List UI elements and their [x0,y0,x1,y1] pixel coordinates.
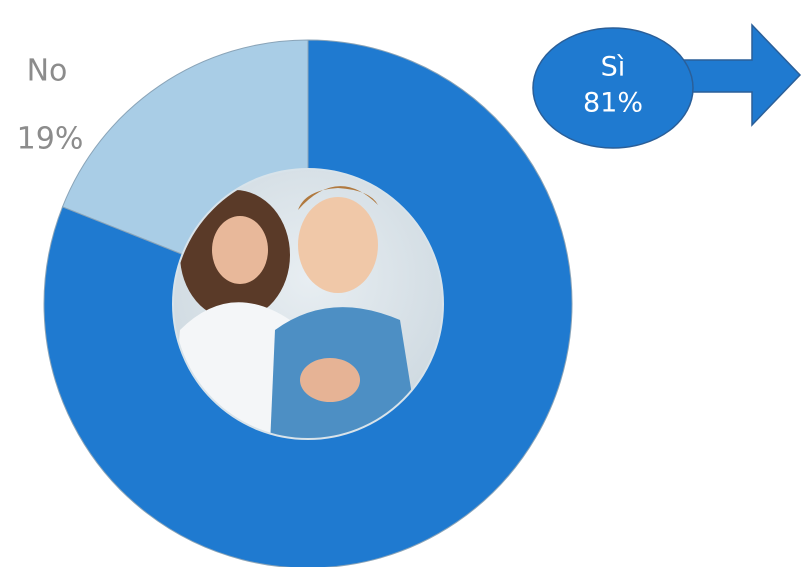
hole-border [172,168,444,440]
arrow [679,23,802,127]
value-label: 81% [583,88,643,119]
category-label: No [27,54,68,89]
callout-bubble [532,27,694,149]
value-label: 19% [17,122,84,157]
category-label: Sì [601,52,626,83]
photo [173,169,443,439]
callout: Sì 81% [532,23,802,149]
